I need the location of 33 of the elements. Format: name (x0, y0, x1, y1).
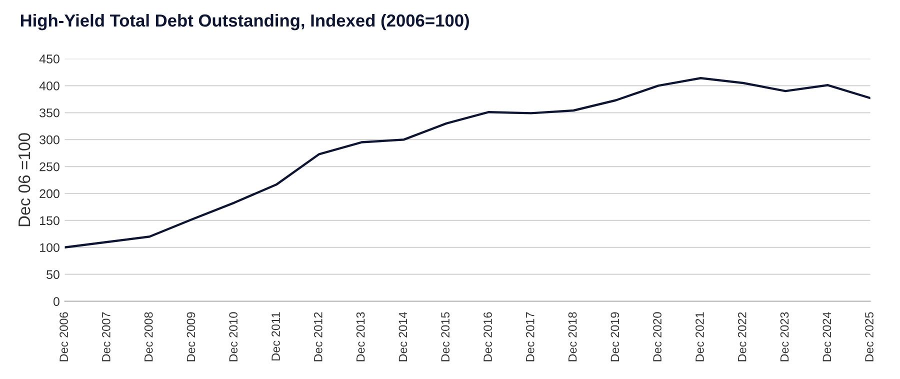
x-tick-label: Dec 2008 (144, 312, 153, 362)
x-tick-label: Dec 2021 (696, 312, 704, 362)
y-tick-label: 400 (39, 81, 60, 90)
x-tick-label: Dec 2014 (398, 312, 408, 362)
x-tick-label: Dec 2015 (441, 312, 450, 362)
x-tick-label: Dec 2006 (60, 312, 68, 362)
y-axis-title: Dec 06 =100 (18, 133, 30, 226)
x-tick-label: Dec 2022 (738, 312, 746, 362)
x-tick-label: Dec 2025 (865, 312, 874, 362)
x-tick-label: Dec 2012 (314, 312, 322, 362)
x-tick-label: Dec 2009 (186, 312, 196, 362)
y-tick-label: 450 (39, 54, 60, 64)
y-tick-label: 100 (40, 243, 60, 252)
y-tick-label: 200 (40, 189, 60, 198)
x-tick-label: Dec 2011 (272, 312, 280, 360)
x-tick-label: Dec 2013 (356, 312, 365, 362)
y-tick-label: 0 (53, 297, 60, 306)
x-tick-label: Dec 2018 (568, 312, 577, 362)
x-tick-label: Dec 2024 (822, 312, 832, 362)
y-tick-label: 300 (40, 135, 60, 144)
y-tick-label: 50 (46, 270, 60, 280)
x-tick-label: Dec 2016 (484, 312, 492, 362)
x-tick-label: Dec 2010 (229, 312, 238, 362)
x-tick-label: Dec 2017 (526, 312, 534, 362)
x-tick-label: Dec 2023 (780, 312, 789, 362)
y-tick-label: 150 (40, 216, 60, 226)
chart-title: High-Yield Total Debt Outstanding, Indexed (2006=100) (20, 14, 469, 30)
x-tick-label: Dec 2019 (610, 312, 620, 362)
x-tick-label: Dec 2020 (653, 312, 662, 362)
x-tick-label: Dec 2007 (102, 312, 110, 362)
y-tick-label: 350 (40, 108, 60, 118)
line-series (64, 77, 870, 249)
y-tick-label: 250 (40, 162, 60, 172)
